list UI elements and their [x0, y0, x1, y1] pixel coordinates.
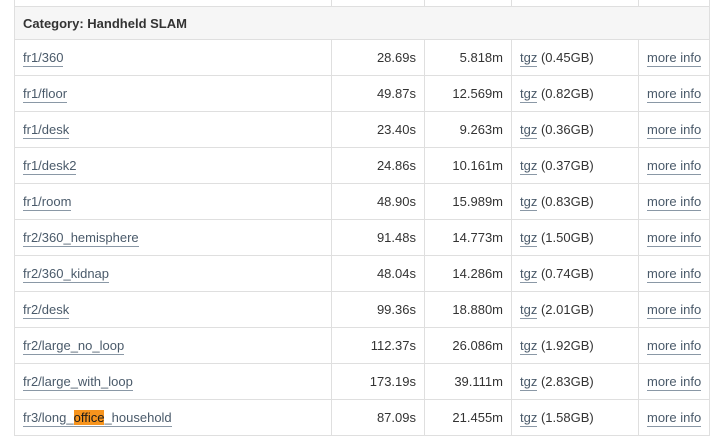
table-row: fr2/large_with_loop 173.19s 39.111m tgz …	[14, 363, 710, 400]
more-info-link[interactable]: more info	[647, 302, 702, 319]
table-row: fr1/desk 23.40s 9.263m tgz (0.36GB) more…	[14, 111, 710, 148]
length-cell: 5.818m	[424, 39, 512, 76]
file-size: (0.37GB)	[540, 158, 594, 173]
file-size: (2.83GB)	[540, 374, 594, 389]
sequence-link-suffix: _household	[104, 410, 172, 425]
file-size: (1.92GB)	[540, 338, 594, 353]
tgz-download-link[interactable]: tgz	[520, 230, 538, 247]
length-cell: 9.263m	[424, 111, 512, 148]
category-header-row: Category: Handheld SLAM	[14, 6, 710, 40]
table-row: fr2/desk 99.36s 18.880m tgz (2.01GB) mor…	[14, 291, 710, 328]
length-cell: 18.880m	[424, 291, 512, 328]
sequence-link[interactable]: fr2/360_kidnap	[23, 266, 110, 283]
file-size: (0.36GB)	[540, 122, 594, 137]
duration-cell: 28.69s	[331, 39, 425, 76]
tgz-download-link[interactable]: tgz	[520, 50, 538, 67]
more-info-link[interactable]: more info	[647, 194, 702, 211]
tgz-download-link[interactable]: tgz	[520, 338, 538, 355]
sequence-link[interactable]: fr2/large_no_loop	[23, 338, 125, 355]
duration-cell: 48.04s	[331, 255, 425, 292]
table-row: fr3/long_office_household 87.09s 21.455m…	[14, 399, 710, 436]
length-cell: 26.086m	[424, 327, 512, 364]
length-cell: 21.455m	[424, 399, 512, 436]
sequence-link[interactable]: fr1/floor	[23, 86, 68, 103]
duration-cell: 99.36s	[331, 291, 425, 328]
sequence-link[interactable]: fr1/desk2	[23, 158, 77, 175]
dataset-table: Category: Handheld SLAM fr1/360 28.69s 5…	[14, 0, 710, 436]
sequence-link[interactable]: fr3/long_office_household	[23, 410, 172, 427]
tgz-download-link[interactable]: tgz	[520, 86, 538, 103]
length-cell: 14.773m	[424, 219, 512, 256]
tgz-download-link[interactable]: tgz	[520, 266, 538, 283]
duration-cell: 87.09s	[331, 399, 425, 436]
sequence-link[interactable]: fr2/large_with_loop	[23, 374, 133, 391]
file-size: (0.83GB)	[540, 194, 594, 209]
duration-cell: 49.87s	[331, 75, 425, 112]
file-size: (2.01GB)	[540, 302, 594, 317]
sequence-link[interactable]: fr1/room	[23, 194, 72, 211]
duration-cell: 23.40s	[331, 111, 425, 148]
length-cell: 15.989m	[424, 183, 512, 220]
more-info-link[interactable]: more info	[647, 86, 702, 103]
length-cell: 39.111m	[424, 363, 512, 400]
more-info-link[interactable]: more info	[647, 122, 702, 139]
sequence-link[interactable]: fr2/360_hemisphere	[23, 230, 139, 247]
file-size: (0.45GB)	[540, 50, 594, 65]
duration-cell: 112.37s	[331, 327, 425, 364]
file-size: (1.50GB)	[540, 230, 594, 245]
tgz-download-link[interactable]: tgz	[520, 122, 538, 139]
duration-cell: 173.19s	[331, 363, 425, 400]
more-info-link[interactable]: more info	[647, 338, 702, 355]
table-row: fr1/360 28.69s 5.818m tgz (0.45GB) more …	[14, 39, 710, 76]
table-row: fr1/desk2 24.86s 10.161m tgz (0.37GB) mo…	[14, 147, 710, 184]
more-info-link[interactable]: more info	[647, 230, 702, 247]
sequence-link[interactable]: fr1/360	[23, 50, 64, 67]
more-info-link[interactable]: more info	[647, 266, 702, 283]
tgz-download-link[interactable]: tgz	[520, 302, 538, 319]
length-cell: 14.286m	[424, 255, 512, 292]
more-info-link[interactable]: more info	[647, 410, 702, 427]
more-info-link[interactable]: more info	[647, 374, 702, 391]
length-cell: 10.161m	[424, 147, 512, 184]
file-size: (0.82GB)	[540, 86, 594, 101]
table-row: fr2/360_kidnap 48.04s 14.286m tgz (0.74G…	[14, 255, 710, 292]
file-size: (0.74GB)	[540, 266, 594, 281]
table-row: fr2/large_no_loop 112.37s 26.086m tgz (1…	[14, 327, 710, 364]
tgz-download-link[interactable]: tgz	[520, 410, 538, 427]
sequence-link[interactable]: fr1/desk	[23, 122, 70, 139]
table-row: fr1/room 48.90s 15.989m tgz (0.83GB) mor…	[14, 183, 710, 220]
category-title: Category: Handheld SLAM	[14, 6, 710, 40]
sequence-link[interactable]: fr2/desk	[23, 302, 70, 319]
duration-cell: 91.48s	[331, 219, 425, 256]
length-cell: 12.569m	[424, 75, 512, 112]
duration-cell: 48.90s	[331, 183, 425, 220]
table-row: fr1/floor 49.87s 12.569m tgz (0.82GB) mo…	[14, 75, 710, 112]
tgz-download-link[interactable]: tgz	[520, 374, 538, 391]
search-highlight: office	[73, 410, 105, 425]
sequence-link-prefix: fr3/long_	[23, 410, 74, 425]
tgz-download-link[interactable]: tgz	[520, 194, 538, 211]
more-info-link[interactable]: more info	[647, 50, 702, 67]
table-row: fr2/360_hemisphere 91.48s 14.773m tgz (1…	[14, 219, 710, 256]
duration-cell: 24.86s	[331, 147, 425, 184]
file-size: (1.58GB)	[540, 410, 594, 425]
tgz-download-link[interactable]: tgz	[520, 158, 538, 175]
more-info-link[interactable]: more info	[647, 158, 702, 175]
